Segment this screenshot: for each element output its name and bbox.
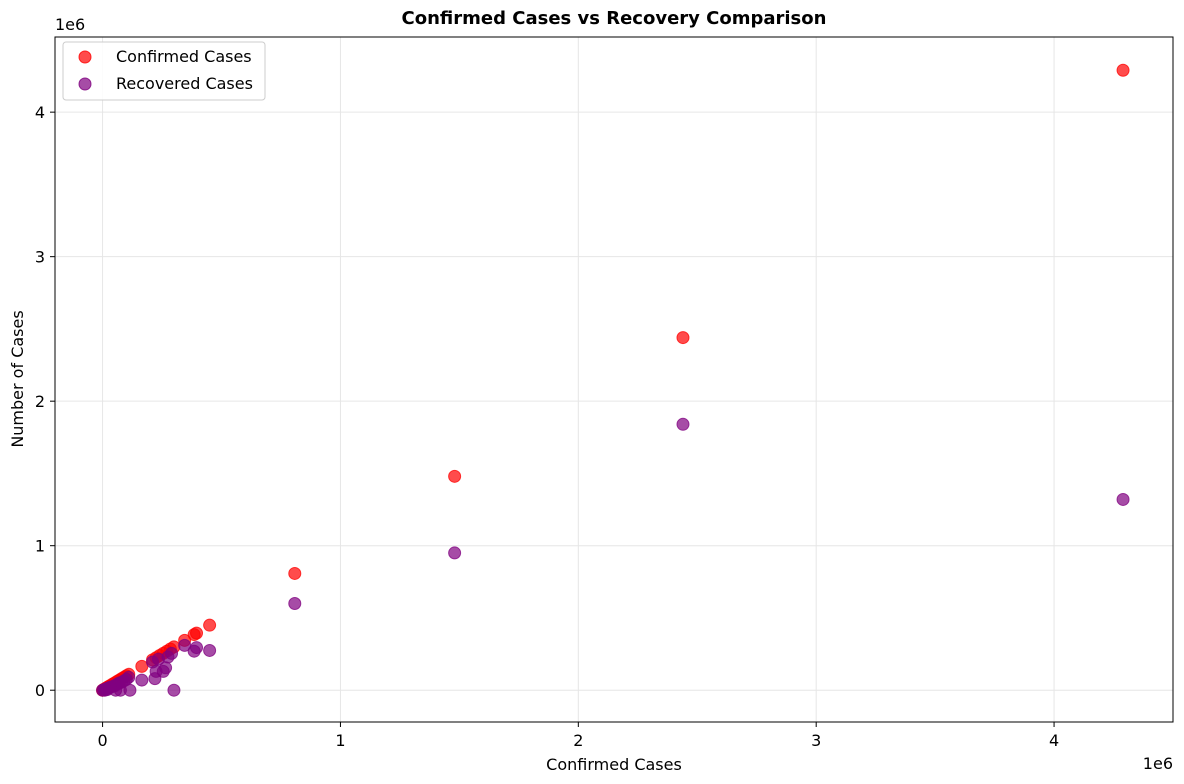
x-tick-label: 2	[573, 731, 583, 750]
x-tick-label: 0	[97, 731, 107, 750]
scatter-point	[135, 659, 149, 673]
legend-marker-confirmed	[78, 50, 92, 64]
scatter-point	[676, 417, 690, 431]
scatter-point	[203, 643, 217, 657]
scatter-point	[448, 469, 462, 483]
scatter-point	[165, 646, 179, 660]
data-points	[96, 63, 1130, 697]
scatter-point	[288, 596, 302, 610]
scatter-point	[1116, 492, 1130, 506]
scatter-point	[676, 331, 690, 345]
series-recovered-cases	[96, 417, 1130, 697]
x-tick-label: 3	[811, 731, 821, 750]
series-confirmed-cases	[96, 63, 1130, 697]
y-tick-label: 4	[35, 103, 45, 122]
legend: Confirmed Cases Recovered Cases	[62, 41, 266, 101]
plot-frame	[54, 36, 1174, 723]
legend-box	[62, 41, 266, 101]
scatter-point	[448, 546, 462, 560]
y-tick-label: 1	[35, 537, 45, 556]
scatter-point	[123, 683, 137, 697]
y-tick-label: 3	[35, 248, 45, 267]
scatter-point	[1116, 63, 1130, 77]
legend-label-recovered: Recovered Cases	[116, 74, 253, 93]
scatter-point	[167, 683, 181, 697]
legend-label-confirmed: Confirmed Cases	[116, 47, 252, 66]
y-axis-label: Number of Cases	[8, 310, 27, 447]
x-axis-offset-label: 1e6	[1143, 754, 1173, 773]
y-tick-label: 0	[35, 681, 45, 700]
scatter-point	[135, 673, 149, 687]
y-axis-offset-label: 1e6	[55, 15, 85, 34]
x-axis-label: Confirmed Cases	[546, 755, 682, 774]
legend-marker-recovered	[78, 77, 92, 91]
grid-lines	[55, 37, 1173, 722]
scatter-point	[122, 670, 136, 684]
x-axis-ticks: 0 1 2 3 4	[97, 722, 1059, 750]
scatter-point	[203, 618, 217, 632]
chart-title: Confirmed Cases vs Recovery Comparison	[402, 8, 827, 29]
x-tick-label: 4	[1049, 731, 1059, 750]
scatter-point	[190, 626, 204, 640]
scatter-point	[159, 661, 173, 675]
y-tick-label: 2	[35, 392, 45, 411]
scatter-point	[288, 566, 302, 580]
x-tick-label: 1	[335, 731, 345, 750]
scatter-point	[190, 641, 204, 655]
y-axis-ticks: 0 1 2 3 4	[35, 103, 55, 700]
